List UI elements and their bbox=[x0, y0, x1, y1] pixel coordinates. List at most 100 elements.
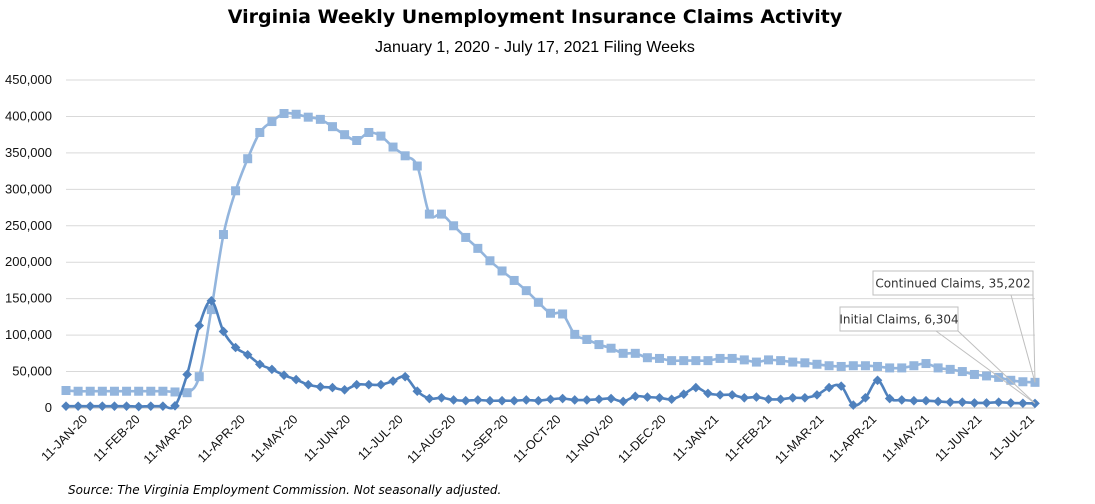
data-point-continued-claims bbox=[1018, 377, 1028, 387]
data-point-initial-claims bbox=[1005, 398, 1016, 408]
x-tick-label-14: 11-MAR-21 bbox=[772, 412, 826, 466]
data-point-initial-claims bbox=[884, 393, 895, 404]
data-point-continued-claims bbox=[485, 256, 495, 266]
x-tick-label-9: 11-OCT-20 bbox=[511, 412, 564, 465]
chart-subtitle: January 1, 2020 - July 17, 2021 Filing W… bbox=[375, 39, 695, 56]
data-point-initial-claims bbox=[291, 374, 301, 385]
data-point-continued-claims bbox=[703, 356, 713, 366]
data-point-initial-claims bbox=[630, 391, 641, 402]
data-point-initial-claims bbox=[921, 395, 931, 406]
data-point-initial-claims bbox=[509, 395, 519, 406]
data-point-continued-claims bbox=[873, 361, 883, 371]
x-tick-label-17: 11-JUN-21 bbox=[933, 412, 985, 464]
data-point-initial-claims bbox=[993, 397, 1004, 407]
x-tick-label-18: 11-JUL-21 bbox=[987, 412, 1038, 463]
data-point-initial-claims bbox=[703, 388, 713, 399]
data-point-initial-claims bbox=[545, 394, 556, 405]
data-point-continued-claims bbox=[642, 353, 652, 363]
data-point-continued-claims bbox=[109, 386, 119, 396]
data-point-initial-claims bbox=[642, 392, 653, 402]
data-point-initial-claims bbox=[73, 401, 83, 411]
data-point-continued-claims bbox=[630, 348, 640, 358]
x-tick-label-16: 11-MAY-21 bbox=[879, 412, 932, 465]
data-point-initial-claims bbox=[787, 392, 798, 403]
data-point-continued-claims bbox=[594, 340, 604, 350]
series-continued-claims bbox=[61, 109, 1040, 398]
data-point-initial-claims bbox=[485, 395, 495, 406]
data-point-continued-claims bbox=[860, 361, 870, 371]
data-point-continued-claims bbox=[218, 230, 228, 240]
x-tick-label-4: 11-MAY-20 bbox=[248, 412, 301, 465]
callout-label-1: Initial Claims, 6,304 bbox=[839, 313, 958, 327]
data-point-initial-claims bbox=[557, 393, 568, 404]
y-tick-label-6: 300,000 bbox=[5, 181, 52, 196]
data-point-initial-claims bbox=[182, 369, 192, 380]
data-point-continued-claims bbox=[352, 135, 362, 145]
data-point-continued-claims bbox=[969, 369, 979, 379]
x-tick-label-11: 11-DEC-20 bbox=[615, 412, 668, 465]
data-point-initial-claims bbox=[424, 393, 435, 404]
data-point-continued-claims bbox=[655, 353, 665, 363]
x-tick-label-2: 11-MAR-20 bbox=[141, 412, 195, 466]
data-point-initial-claims bbox=[255, 359, 265, 370]
series-layer bbox=[61, 109, 1040, 412]
data-point-initial-claims bbox=[1018, 398, 1028, 409]
data-point-continued-claims bbox=[848, 361, 858, 371]
data-point-initial-claims bbox=[933, 396, 943, 407]
data-point-initial-claims bbox=[727, 390, 737, 400]
data-point-continued-claims bbox=[182, 388, 192, 398]
data-point-continued-claims bbox=[727, 353, 737, 363]
data-point-initial-claims bbox=[473, 395, 483, 405]
data-point-initial-claims bbox=[957, 397, 968, 407]
data-point-continued-claims bbox=[461, 232, 471, 242]
y-tick-label-1: 50,000 bbox=[12, 364, 52, 379]
data-point-continued-claims bbox=[715, 353, 725, 363]
data-point-initial-claims bbox=[751, 392, 762, 402]
data-point-continued-claims bbox=[327, 122, 337, 132]
data-point-initial-claims bbox=[824, 382, 834, 393]
data-point-initial-claims bbox=[339, 384, 350, 395]
data-point-continued-claims bbox=[897, 363, 907, 373]
data-point-continued-claims bbox=[606, 343, 616, 353]
data-point-continued-claims bbox=[739, 355, 749, 365]
data-point-initial-claims bbox=[691, 382, 701, 393]
y-tick-label-8: 400,000 bbox=[5, 108, 52, 123]
data-point-continued-claims bbox=[533, 297, 543, 307]
y-tick-label-4: 200,000 bbox=[5, 254, 52, 269]
x-tick-label-1: 11-FEB-20 bbox=[91, 412, 143, 464]
data-point-initial-claims bbox=[267, 364, 277, 375]
x-tick-label-10: 11-NOV-20 bbox=[563, 412, 616, 465]
data-point-initial-claims bbox=[121, 401, 132, 411]
data-point-initial-claims bbox=[775, 394, 786, 405]
data-point-continued-claims bbox=[776, 356, 786, 366]
data-point-initial-claims bbox=[848, 400, 859, 410]
x-tick-label-6: 11-JUL-20 bbox=[355, 412, 406, 463]
data-point-initial-claims bbox=[460, 395, 471, 406]
data-point-initial-claims bbox=[448, 395, 459, 405]
y-tick-label-3: 150,000 bbox=[5, 291, 52, 306]
source-note: Source: The Virginia Employment Commissi… bbox=[68, 483, 502, 497]
data-point-continued-claims bbox=[376, 131, 386, 141]
data-point-continued-claims bbox=[982, 371, 992, 381]
data-point-initial-claims bbox=[981, 398, 992, 408]
data-point-initial-claims bbox=[364, 379, 374, 390]
data-point-initial-claims bbox=[303, 379, 314, 390]
data-point-initial-claims bbox=[388, 376, 398, 386]
data-point-continued-claims bbox=[497, 266, 507, 276]
callout-label-0: Continued Claims, 35,202 bbox=[875, 277, 1030, 291]
data-point-continued-claims bbox=[243, 154, 253, 164]
callout-leader-0b bbox=[1032, 294, 1036, 383]
data-point-initial-claims bbox=[836, 381, 846, 391]
data-point-initial-claims bbox=[145, 401, 156, 411]
data-point-initial-claims bbox=[909, 395, 919, 406]
x-tick-label-7: 11-AUG-20 bbox=[404, 412, 458, 466]
x-tick-label-12: 11-JAN-21 bbox=[670, 412, 722, 464]
data-point-initial-claims bbox=[436, 392, 447, 403]
data-point-initial-claims bbox=[351, 379, 362, 390]
data-point-continued-claims bbox=[315, 114, 325, 124]
data-point-initial-claims bbox=[218, 326, 229, 337]
data-point-continued-claims bbox=[436, 209, 446, 219]
data-point-initial-claims bbox=[61, 401, 71, 411]
data-point-initial-claims bbox=[872, 375, 883, 386]
x-tick-label-8: 11-SEP-20 bbox=[459, 412, 512, 465]
